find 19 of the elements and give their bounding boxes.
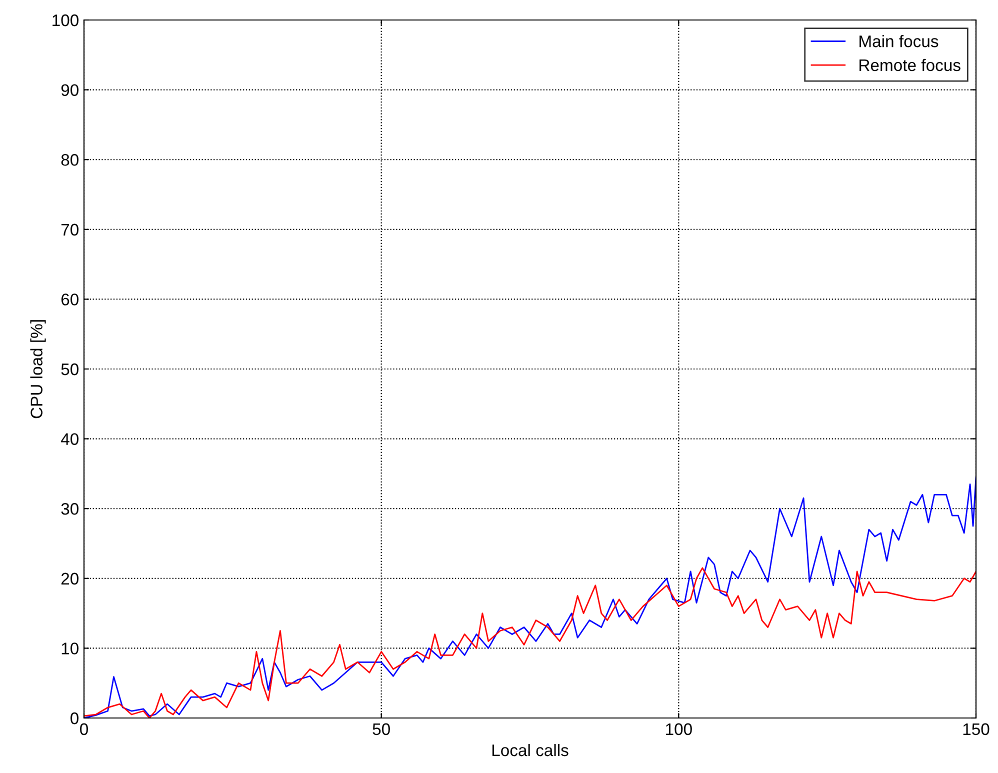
x-tick-label: 100 — [666, 723, 692, 736]
y-tick-label: 30 — [61, 503, 78, 515]
x-tick-label: 50 — [372, 723, 390, 736]
y-tick-label: 0 — [70, 712, 78, 724]
x-axis-title: Local calls — [492, 744, 568, 756]
x-tick-label: 0 — [80, 723, 88, 736]
y-tick-label: 40 — [60, 433, 78, 446]
x-tick-label: 150 — [963, 723, 990, 736]
y-tick-label: 10 — [62, 642, 78, 654]
y-tick-label: 70 — [61, 224, 78, 236]
legend-label: Remote focus — [860, 58, 960, 72]
y-axis-title: CPU load [%] — [30, 320, 46, 418]
y-tick-label: 90 — [61, 84, 78, 96]
y-tick-label: 60 — [61, 294, 78, 306]
y-tick-label: 50 — [61, 363, 78, 376]
y-tick-label: 100 — [52, 14, 78, 26]
legend-label: Main focus — [860, 35, 938, 48]
y-tick-label: 80 — [61, 154, 78, 166]
y-tick-label: 20 — [61, 572, 78, 585]
